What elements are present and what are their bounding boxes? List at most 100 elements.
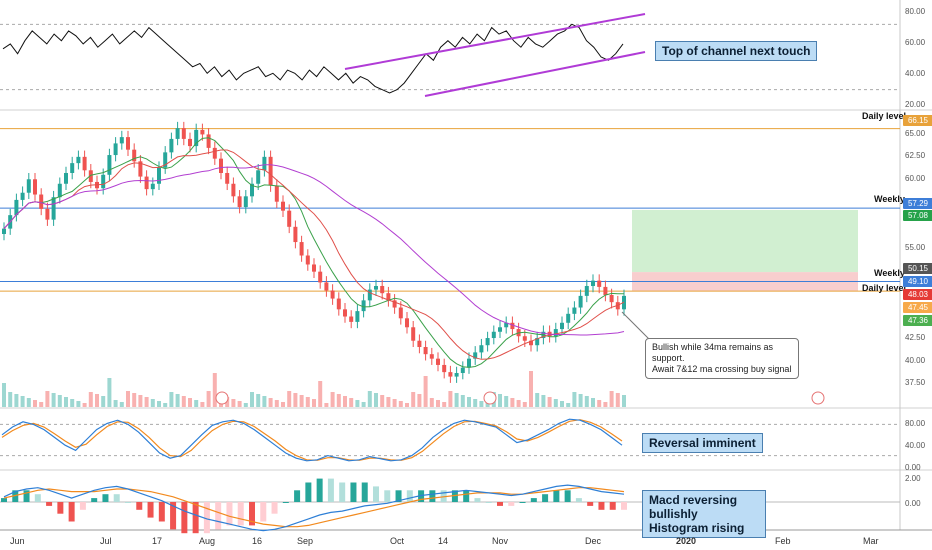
candle-body — [479, 345, 484, 353]
macd-signal-line — [3, 487, 625, 528]
candle-body — [126, 137, 130, 150]
candle-body — [57, 183, 62, 198]
volume-bar — [615, 393, 620, 407]
volume-bar — [448, 391, 453, 407]
volume-bar — [163, 403, 168, 407]
candle-body — [324, 282, 329, 291]
macd-histogram-bar — [23, 490, 30, 502]
x-label-16: 16 — [252, 536, 263, 546]
volume-bar — [243, 403, 248, 407]
macd-histogram-bar — [102, 494, 109, 502]
macd-annotation-line2: Histogram rising — [649, 521, 745, 535]
candle-body — [256, 170, 261, 184]
volume-bar — [262, 396, 267, 407]
candle-body — [51, 197, 56, 220]
candle-body — [436, 358, 440, 365]
candle-body — [572, 307, 577, 314]
candle-body — [560, 322, 564, 330]
volume-bar — [436, 400, 440, 407]
price-annotation-line1: Bullish while 34ma remains as support. — [652, 342, 774, 363]
rsi-channel-bottom — [424, 51, 646, 97]
macd-histogram-bar — [158, 502, 165, 522]
volume-bar — [591, 398, 595, 407]
candle-body — [144, 176, 149, 190]
candle-body — [243, 196, 248, 208]
volume-bar — [349, 398, 354, 407]
volume-bar — [45, 391, 50, 407]
volume-bar — [429, 398, 434, 407]
stoch-annotation: Reversal imminent — [642, 433, 763, 453]
volume-bar — [268, 398, 273, 407]
volume-bar — [175, 394, 180, 407]
candle-body — [336, 298, 341, 310]
volume-bar — [386, 397, 391, 407]
badge-57-08: 57.08 — [903, 210, 932, 221]
volume-bar — [473, 399, 478, 407]
candle-body — [361, 300, 366, 312]
candle-body — [380, 286, 385, 294]
volume-bar — [374, 393, 378, 407]
macd-histogram-bar — [91, 498, 98, 502]
badge-48-03: 48.03 — [903, 289, 932, 300]
x-label-2020: 2020 — [676, 536, 697, 546]
volume-bar — [20, 396, 25, 407]
candle-body — [578, 295, 583, 308]
candle-body — [343, 309, 347, 317]
macd-histogram-bar — [181, 502, 188, 534]
candle-body — [70, 163, 75, 173]
macd-histogram-bar — [237, 502, 244, 526]
candle-body — [522, 336, 527, 341]
volume-bar — [82, 403, 87, 407]
candle-body — [330, 290, 335, 299]
candle-body — [318, 271, 323, 283]
volume-bar — [157, 401, 161, 407]
volume-bar — [485, 403, 490, 407]
rsi-tick-40: 40.00 — [905, 69, 926, 78]
macd-histogram-bar — [384, 490, 391, 502]
candle-body — [101, 174, 106, 189]
macd-histogram-bar — [587, 502, 594, 506]
candle-body — [429, 354, 434, 359]
volume-bar — [206, 391, 211, 407]
macd-histogram-bar — [215, 502, 222, 530]
volume-bar — [522, 402, 527, 407]
macd-histogram-bar — [373, 486, 379, 502]
macd-histogram-bar — [305, 482, 312, 502]
candle-body — [206, 134, 211, 148]
macd-histogram-bar — [249, 502, 255, 526]
volume-bar — [101, 396, 106, 407]
macd-histogram-bar — [508, 502, 515, 506]
candle-body — [417, 340, 422, 348]
candle-body — [405, 318, 409, 328]
volume-bar — [367, 391, 372, 407]
x-label-feb: Feb — [775, 536, 791, 546]
macd-histogram-bar — [609, 502, 616, 510]
x-label-14: 14 — [438, 536, 449, 546]
candle-body — [113, 143, 118, 156]
level-label-daily-top: Daily level — [862, 111, 907, 121]
volume-bar — [535, 393, 540, 407]
candle-body — [181, 128, 186, 139]
volume-bar — [417, 394, 422, 407]
price-tick-40: 40.00 — [905, 356, 926, 365]
earnings-marker-1 — [215, 391, 229, 405]
candle-body — [454, 373, 459, 377]
macd-histogram-bar — [418, 490, 425, 502]
candle-body — [237, 196, 242, 208]
macd-line — [3, 484, 625, 532]
candle-body — [597, 280, 602, 287]
volume-bar — [14, 394, 19, 407]
candle-body — [535, 338, 540, 346]
candle-body — [355, 311, 360, 322]
price-annotation-line2: Await 7&12 ma crossing buy signal — [652, 364, 792, 374]
price-tick-52-5: 55.00 — [905, 243, 926, 252]
volume-bar — [547, 397, 552, 407]
volume-bar — [76, 401, 81, 407]
macd-histogram-bar — [226, 502, 233, 526]
volume-bar — [578, 394, 583, 407]
macd-histogram-bar — [530, 498, 537, 502]
candle-body — [274, 185, 279, 202]
volume-bar — [318, 381, 323, 407]
volume-bar — [293, 393, 298, 407]
volume-bar — [2, 383, 6, 407]
